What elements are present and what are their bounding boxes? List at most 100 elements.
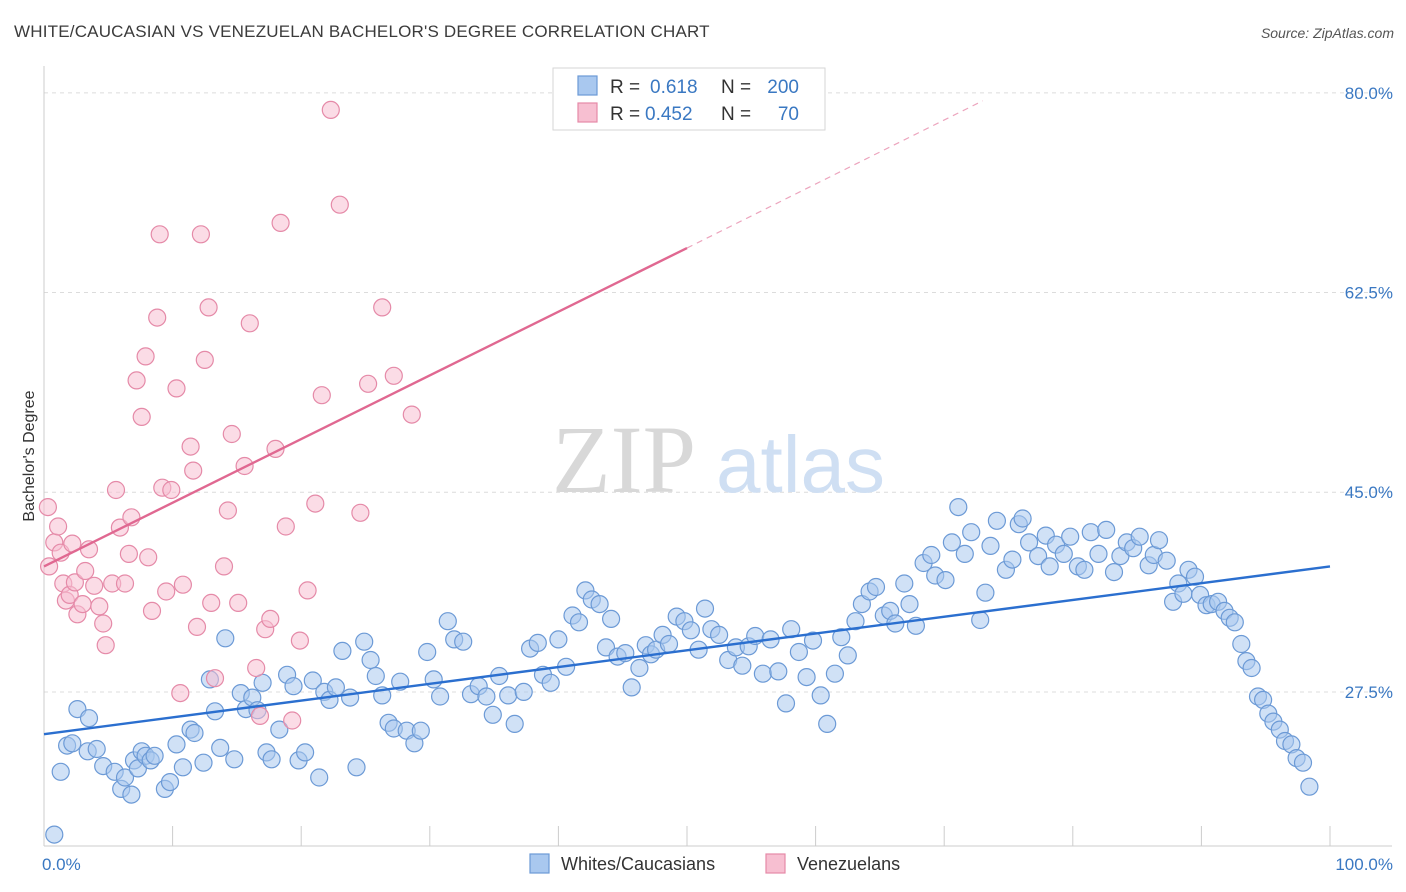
point-whites-112 [776, 694, 796, 713]
point-whites-37 [262, 750, 281, 769]
x-tick-labels: 0.0% 100.0% [42, 855, 1393, 874]
point-whites-135 [936, 570, 955, 590]
point-whites-116 [803, 631, 823, 650]
point-whites-72 [499, 686, 518, 705]
point-whites-49 [341, 688, 360, 707]
point-whites-70 [483, 705, 502, 724]
point-venezuelans-28 [142, 601, 162, 621]
point-venezuelans-11 [73, 594, 92, 614]
point-whites-140 [971, 610, 990, 630]
point-whites-30 [225, 750, 244, 769]
point-whites-138 [955, 544, 974, 564]
point-venezuelans-62 [312, 386, 331, 405]
point-whites-139 [962, 523, 981, 542]
grid-lines [44, 92, 1392, 693]
point-whites-74 [514, 682, 533, 702]
point-venezuelans-51 [247, 658, 266, 678]
trend-lines [43, 100, 1331, 736]
point-whites-29 [216, 629, 235, 648]
point-whites-157 [1081, 523, 1100, 542]
point-whites-44 [310, 768, 329, 787]
point-venezuelans-48 [229, 593, 248, 613]
point-whites-24 [185, 723, 204, 743]
point-whites-153 [1054, 544, 1073, 564]
point-whites-38 [270, 720, 289, 739]
point-whites-21 [167, 735, 186, 754]
point-venezuelans-17 [96, 636, 115, 655]
point-whites-114 [789, 642, 809, 662]
legend-r-value-2: 0.452 [645, 104, 693, 125]
point-whites-61 [418, 642, 437, 662]
bottom-legend-label-venezuelans: Venezuelans [797, 854, 900, 874]
legend-n-label-1: N = [721, 77, 751, 98]
series-venezuelans-points [38, 100, 421, 730]
bottom-legend-label-whites: Whites/Caucasians [561, 854, 715, 874]
point-venezuelans-29 [148, 308, 167, 327]
point-whites-69 [477, 687, 496, 706]
point-whites-115 [797, 667, 816, 687]
point-whites-137 [949, 498, 968, 517]
y-tick-label-3: 80.0% [1345, 84, 1393, 103]
point-whites-20 [160, 772, 180, 792]
point-whites-53 [366, 666, 385, 686]
point-venezuelans-61 [306, 494, 325, 513]
point-whites-87 [601, 609, 621, 629]
point-venezuelans-38 [184, 461, 203, 480]
point-whites-91 [630, 658, 649, 678]
point-venezuelans-26 [136, 347, 155, 366]
point-whites-7 [87, 739, 106, 759]
y-axis-label: Bachelor's Degree [21, 390, 38, 521]
point-whites-66 [454, 632, 473, 651]
point-venezuelans-16 [94, 614, 113, 633]
point-whites-171 [1174, 584, 1193, 603]
point-whites-22 [173, 758, 192, 777]
axes [43, 66, 1392, 847]
point-venezuelans-59 [290, 631, 309, 650]
point-venezuelans-12 [76, 561, 95, 581]
point-whites-51 [355, 632, 374, 651]
point-whites-1 [51, 762, 70, 781]
y-tick-label-1: 45.0% [1345, 483, 1393, 502]
point-venezuelans-27 [139, 548, 158, 567]
point-whites-76 [528, 633, 547, 653]
point-venezuelans-0 [38, 498, 58, 517]
point-venezuelans-33 [162, 480, 181, 500]
point-venezuelans-34 [167, 379, 186, 398]
point-whites-133 [922, 545, 941, 565]
point-whites-3 [63, 734, 82, 753]
point-whites-143 [987, 511, 1007, 530]
point-venezuelans-57 [276, 517, 295, 536]
point-whites-0 [45, 825, 64, 844]
legend-r-label-2: R = [610, 104, 640, 125]
point-venezuelans-66 [359, 374, 378, 393]
point-venezuelans-69 [402, 405, 421, 424]
point-whites-47 [326, 678, 345, 697]
point-venezuelans-54 [261, 609, 280, 629]
point-whites-62 [424, 670, 443, 689]
point-whites-82 [569, 613, 589, 632]
point-whites-28 [211, 738, 230, 758]
point-venezuelans-60 [298, 581, 317, 600]
point-whites-180 [1225, 613, 1244, 632]
bottom-legend-swatch-blue [529, 853, 550, 874]
point-whites-149 [1028, 546, 1048, 566]
point-whites-12 [122, 785, 141, 804]
point-venezuelans-68 [384, 366, 403, 385]
point-venezuelans-46 [218, 501, 237, 520]
trend-line-whites [43, 565, 1331, 736]
watermark-zip: ZIP [552, 406, 696, 513]
point-whites-168 [1157, 551, 1176, 570]
point-whites-164 [1130, 527, 1149, 546]
point-venezuelans-64 [330, 195, 349, 214]
point-whites-192 [1293, 753, 1313, 772]
point-whites-129 [895, 574, 914, 593]
point-venezuelans-14 [85, 576, 104, 595]
point-whites-106 [733, 656, 752, 675]
point-whites-181 [1232, 634, 1251, 654]
point-venezuelans-21 [115, 574, 135, 593]
point-venezuelans-58 [283, 711, 302, 730]
point-whites-145 [1003, 550, 1022, 569]
point-venezuelans-56 [271, 213, 290, 232]
legend-r-value-1: 0.618 [650, 77, 698, 98]
